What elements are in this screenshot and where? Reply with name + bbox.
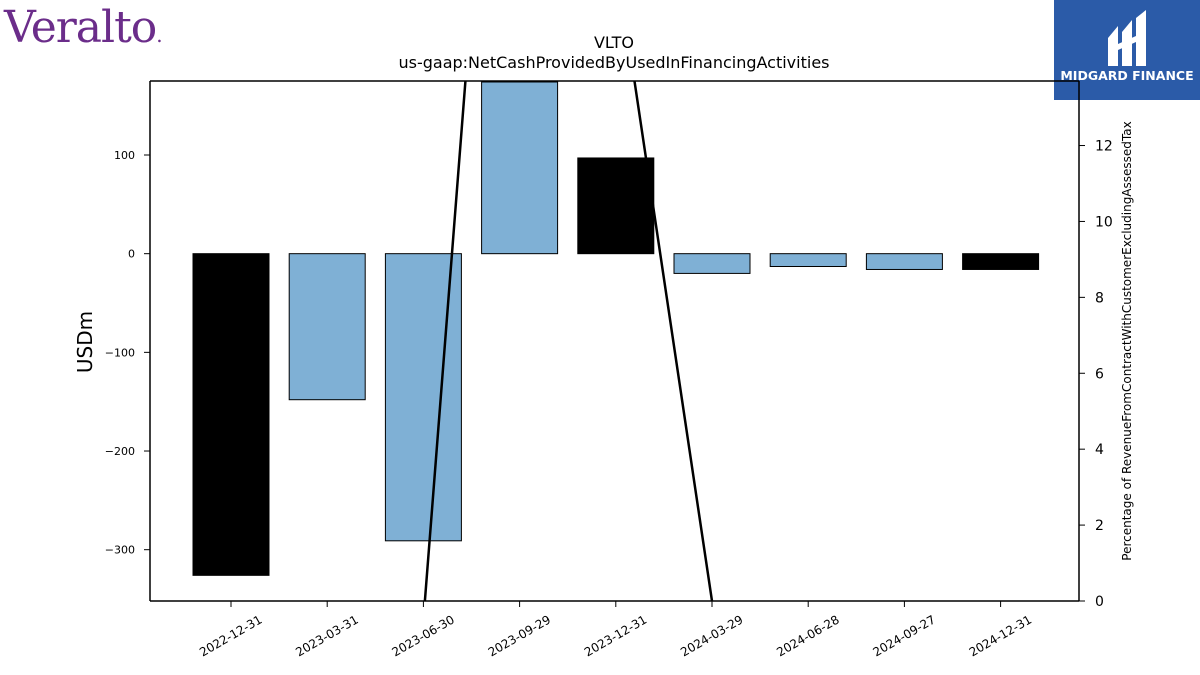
percentage-line-series [423,81,714,601]
y2-axis-label: Percentage of RevenueFromContractWithCus… [1120,121,1134,560]
x-tick-label: 2023-09-29 [486,612,553,659]
x-tick-label: 2024-09-27 [870,612,937,659]
bar-2024-12-31 [962,253,1040,270]
bar-2022-12-31 [192,253,270,576]
y-tick-label: −200 [105,445,135,458]
bar-2024-06-28 [769,253,847,268]
x-tick-label: 2024-03-29 [678,612,745,659]
y2-tick-label: 8 [1095,290,1104,306]
y-tick-label: 100 [114,149,135,162]
y2-tick-label: 4 [1095,442,1104,458]
chart-subtitle: us-gaap:NetCashProvidedByUsedInFinancing… [398,53,829,72]
x-tick-label: 2022-12-31 [197,612,264,659]
x-tick-label: 2023-06-30 [389,612,456,659]
bar-series [192,81,1040,576]
bar-2023-03-31 [288,253,366,401]
x-tick-label: 2023-03-31 [293,612,360,659]
bar-2023-09-29 [481,81,559,255]
x-tick-label: 2024-12-31 [967,612,1034,659]
y2-tick-label: 2 [1095,518,1104,534]
percentage-line [423,81,714,601]
veralto-logo: Veralto. [4,2,163,53]
y-tick-label: 0 [128,248,135,261]
bar-2023-12-31 [577,157,655,255]
bar-2024-09-27 [865,253,943,270]
y-tick-label: −100 [105,346,135,359]
y-axis-label: USDm [73,311,97,373]
x-tick-label: 2023-12-31 [582,612,649,659]
bar-2023-06-30 [384,253,462,542]
y2-tick-label: 6 [1095,366,1104,382]
bar-2024-03-29 [673,253,751,274]
y2-tick-label: 0 [1095,594,1104,610]
y2-tick-label: 12 [1095,139,1113,155]
y2-tick-label: 10 [1095,214,1113,230]
y-tick-label: −300 [105,544,135,557]
midgard-finance-name: MIDGARD FINANCE [1060,68,1194,83]
midgard-logo-mark-icon [1108,10,1146,66]
chart-title: VLTO [594,33,634,52]
x-tick-label: 2024-06-28 [774,612,841,659]
